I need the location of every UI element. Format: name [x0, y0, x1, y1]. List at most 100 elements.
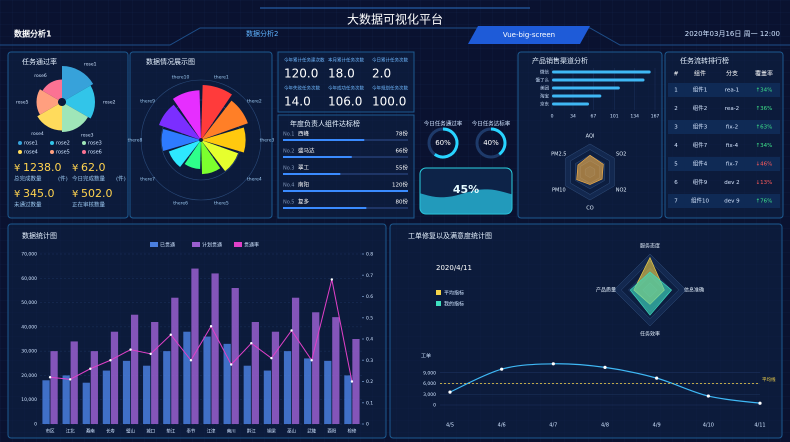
x-tick-label: 铜梁 — [267, 428, 276, 435]
polar-label: there10 — [172, 75, 190, 81]
total-label: 正在审核数量 — [72, 201, 106, 209]
tab[interactable]: Vue-big-screen — [503, 31, 555, 39]
polar-bar — [202, 127, 246, 153]
rose-sector — [42, 79, 62, 100]
rank-bar — [283, 207, 367, 209]
bar — [50, 351, 58, 424]
panel — [129, 51, 273, 219]
rose-label: rose4 — [31, 131, 44, 137]
radar-label: SO2 — [616, 152, 626, 158]
x-tick-label: 167 — [651, 114, 660, 120]
table-cell: 组件10 — [691, 197, 709, 205]
x-tick-label: 0 — [551, 114, 554, 120]
tab[interactable]: 数据分析1 — [14, 29, 52, 39]
rank-bar — [283, 156, 352, 158]
radar-label: 产品质量 — [596, 287, 616, 294]
radar-label: AQI — [586, 134, 595, 140]
y-tick-label: 10,000 — [21, 397, 37, 403]
legend-label: 平均指标 — [444, 290, 464, 297]
rank: No.5 — [283, 200, 294, 206]
stat-label: 今年规划任务次数 — [372, 85, 408, 92]
y-tick-label: 0 — [433, 403, 436, 409]
y-tick-label: 淘宝 — [540, 93, 549, 100]
column-header: 覆盖率 — [755, 70, 773, 78]
table-cell: 7 — [674, 199, 678, 205]
bar — [312, 312, 320, 424]
x-tick-label: 长寿 — [106, 428, 115, 435]
table-cell: fix-2 — [726, 125, 738, 131]
line-dot — [603, 365, 607, 369]
line-dot — [500, 367, 504, 371]
polar-bar — [201, 85, 232, 139]
currency: ¥ — [72, 163, 78, 174]
rate-dot — [189, 359, 193, 362]
y2-tick-label: 0.6 — [366, 294, 373, 300]
rate-dot — [229, 363, 233, 366]
rank-value: 120份 — [392, 181, 408, 189]
polar-bar — [202, 140, 239, 172]
radar-area — [576, 154, 604, 185]
y-tick-label: 60,000 — [21, 276, 37, 282]
bar — [183, 331, 191, 424]
polar-label: there4 — [247, 176, 262, 182]
bar — [332, 317, 340, 424]
radar-label: 服务态度 — [640, 243, 660, 250]
line-dot — [706, 394, 710, 398]
bar — [552, 86, 620, 90]
rose-label: rose5 — [16, 100, 29, 106]
rate-dot — [209, 325, 213, 328]
legend-label: 我的指标 — [444, 301, 464, 308]
table-cell: ↑34% — [756, 87, 773, 94]
table-cell: 4 — [674, 143, 678, 149]
table-cell: 2 — [674, 106, 678, 112]
unit: (件) — [116, 175, 126, 183]
stat-value: 18.0 — [328, 67, 355, 81]
datetime: 2020年03月16日 周一 12:00 — [685, 29, 780, 38]
rose-sector — [36, 89, 59, 115]
gauge-arc — [433, 127, 459, 159]
x-tick-label: 4/10 — [703, 423, 714, 429]
rose-label: rose1 — [84, 61, 97, 67]
rank-bar — [283, 173, 341, 175]
legend-swatch — [50, 150, 54, 154]
y-tick-label: 3,000 — [423, 392, 436, 398]
rate-dot — [250, 342, 253, 345]
rank-name: 翠工 — [298, 165, 310, 172]
x-tick-label: 67 — [590, 114, 596, 120]
polar-bar — [184, 141, 201, 169]
line-dot — [551, 362, 555, 366]
polar-bar — [159, 104, 200, 140]
date: 2020/4/11 — [436, 264, 472, 272]
table-cell: 5 — [674, 162, 678, 168]
column-header: 分支 — [726, 70, 738, 78]
y-tick-label: 美团 — [540, 85, 549, 92]
x-tick-label: 酉阳 — [327, 428, 336, 435]
bar — [151, 322, 159, 424]
x-tick-label: 34 — [570, 114, 576, 120]
x-tick-label: 江津 — [207, 428, 216, 435]
rose-sector — [65, 85, 95, 119]
legend-swatch — [192, 242, 200, 247]
y-axis-label: 工单 — [421, 353, 431, 360]
y2-tick-label: 0.8 — [366, 252, 373, 258]
rank-value: 78份 — [396, 130, 409, 138]
y-tick-label: 9,000 — [423, 370, 436, 376]
panel-title: 年度负责人组件达标榜 — [290, 119, 360, 128]
table-cell: 6 — [674, 180, 678, 186]
header-frame — [0, 27, 790, 46]
radar-label: PM2.5 — [551, 152, 566, 158]
bar — [102, 370, 111, 424]
bar — [263, 370, 272, 424]
bar — [324, 360, 332, 424]
rose-sector — [37, 104, 62, 131]
table-cell: ↓13% — [756, 179, 773, 186]
x-tick-label: 4/7 — [549, 423, 557, 429]
x-tick-label: 綦南 — [86, 428, 95, 435]
bar — [163, 351, 171, 424]
table-cell: 1 — [674, 88, 678, 94]
tab[interactable]: 数据分析2 — [246, 29, 278, 38]
bar — [191, 268, 199, 424]
rate-dot — [48, 376, 52, 379]
active-tab[interactable] — [468, 26, 590, 44]
stat-value: 14.0 — [284, 95, 311, 109]
